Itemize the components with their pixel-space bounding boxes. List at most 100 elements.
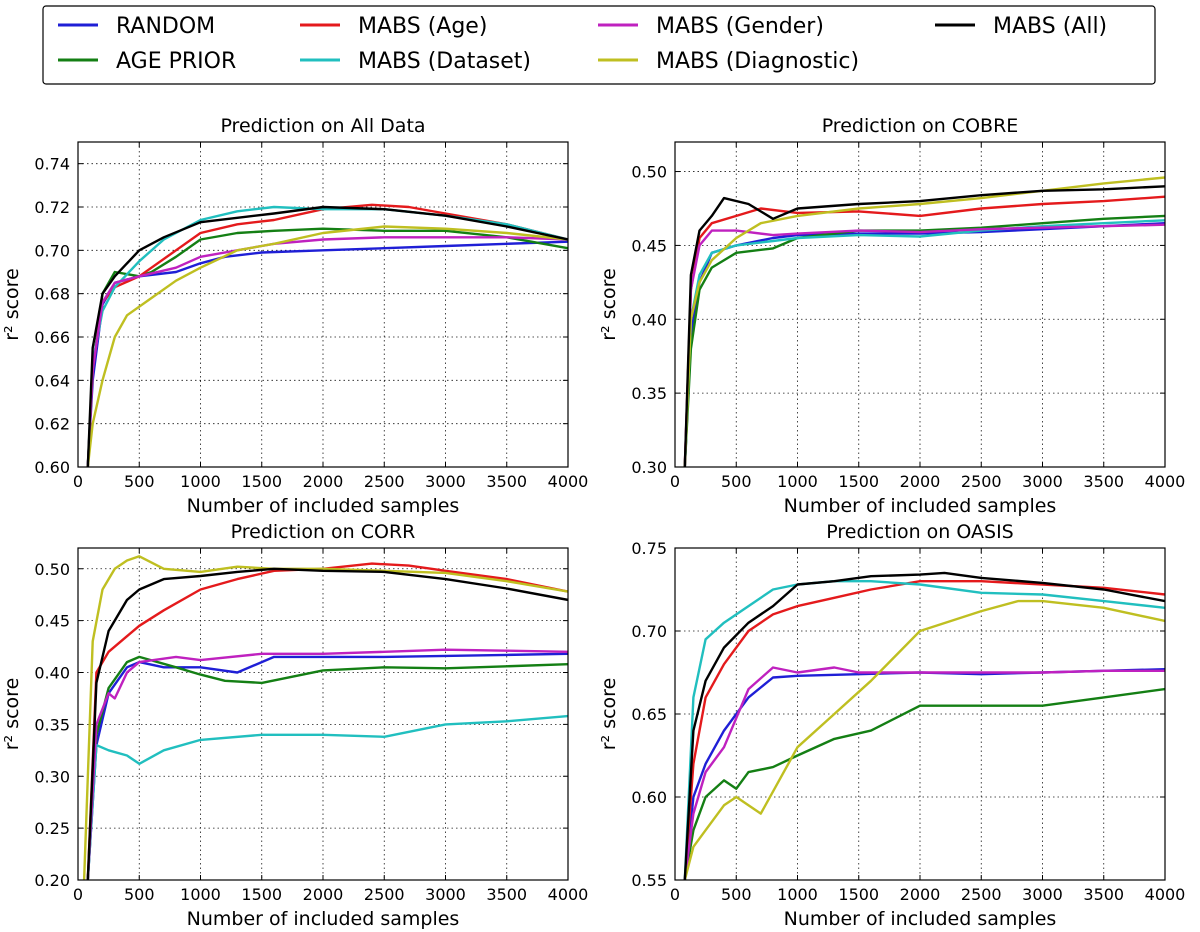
legend-entry-mabs-age: MABS (Age) xyxy=(300,14,487,39)
series-line-mabs-age xyxy=(683,580,1165,880)
series-line-mabs-gender xyxy=(683,666,1165,880)
panel-prediction-on-oasis: 0 500 1000 1500 2000 2500 3000 3500 4000 0.55 0.60… xyxy=(598,521,1185,930)
legend-entry-mabs-all: MABS (All) xyxy=(935,14,1107,39)
series-line-mabs-diagnostic xyxy=(82,555,568,880)
x-tick-label: 4000 xyxy=(548,885,589,904)
y-axis-label: r² score xyxy=(598,678,620,751)
panel-title: Prediction on OASIS xyxy=(826,521,1013,543)
y-tick-label: 0.66 xyxy=(34,328,70,347)
y-axis-label: r² score xyxy=(1,678,23,751)
y-axis-label: r² score xyxy=(1,268,23,341)
series-line-age-prior xyxy=(683,687,1165,880)
y-tick-label: 0.65 xyxy=(631,705,667,724)
panel-prediction-on-all-data: 0 500 1000 1500 2000 2500 3000 3500 4000 0.60 0.62… xyxy=(1,115,588,517)
x-tick-label: 2000 xyxy=(303,885,344,904)
y-tick-label: 0.60 xyxy=(34,458,70,477)
series-line-mabs-all xyxy=(683,185,1165,467)
series-group xyxy=(86,203,568,467)
y-tick-label: 0.50 xyxy=(631,163,667,182)
x-tick-label: 1000 xyxy=(180,472,221,491)
y-tick-label: 0.55 xyxy=(631,871,667,890)
series-line-mabs-all xyxy=(683,571,1165,880)
x-tick-label: 1000 xyxy=(180,885,221,904)
legend-label: RANDOM xyxy=(116,14,215,39)
y-tick-label: 0.50 xyxy=(34,560,70,579)
y-tick-label: 0.40 xyxy=(34,664,70,683)
x-tick-label: 1500 xyxy=(241,472,282,491)
panel-title: Prediction on All Data xyxy=(220,115,425,137)
series-line-mabs-all xyxy=(86,205,568,467)
legend-entry-mabs-dataset: MABS (Dataset) xyxy=(300,49,531,74)
series-line-mabs-gender xyxy=(86,236,568,467)
y-tick-label: 0.35 xyxy=(631,384,667,403)
series-line-mabs-dataset xyxy=(683,219,1165,467)
x-tick-label: 1500 xyxy=(838,885,879,904)
x-tick-label: 4000 xyxy=(1145,472,1186,491)
x-tick-label: 2500 xyxy=(364,472,405,491)
legend-entry-mabs-gender: MABS (Gender) xyxy=(598,14,824,39)
x-tick-label: 500 xyxy=(124,472,155,491)
plot-frame xyxy=(77,141,569,468)
x-tick-label: 2000 xyxy=(303,472,344,491)
x-tick-label: 3500 xyxy=(1083,885,1124,904)
series-line-age-prior xyxy=(86,655,568,880)
legend-entry-mabs-diagnostic: MABS (Diagnostic) xyxy=(598,49,859,74)
series-line-mabs-diagnostic xyxy=(683,599,1165,880)
series-line-mabs-gender xyxy=(683,223,1165,467)
series-line-random xyxy=(86,652,568,880)
y-tick-label: 0.70 xyxy=(631,622,667,641)
x-tick-label: 3000 xyxy=(425,885,466,904)
y-tick-label: 0.45 xyxy=(631,236,667,255)
series-line-age-prior xyxy=(86,227,568,467)
x-tick-label: 3000 xyxy=(1022,885,1063,904)
legend: RANDOM AGE PRIOR MABS (Age) MABS (Dataset) M… xyxy=(42,5,1156,85)
y-tick-label: 0.20 xyxy=(34,871,70,890)
y-tick-label: 0.62 xyxy=(34,415,70,434)
x-tick-label: 1500 xyxy=(241,885,282,904)
x-tick-label: 3500 xyxy=(486,472,527,491)
x-tick-label: 2500 xyxy=(364,885,405,904)
series-line-mabs-gender xyxy=(86,648,568,880)
series-line-mabs-diagnostic xyxy=(683,176,1165,467)
x-tick-label: 2500 xyxy=(961,472,1002,491)
legend-label: MABS (All) xyxy=(993,14,1107,39)
series-line-random xyxy=(86,240,568,467)
y-tick-label: 0.35 xyxy=(34,715,70,734)
series-line-age-prior xyxy=(683,214,1165,467)
x-axis-label: Number of included samples xyxy=(187,495,460,517)
x-axis-label: Number of included samples xyxy=(784,495,1057,517)
x-tick-label: 2000 xyxy=(900,472,941,491)
series-line-mabs-all xyxy=(86,567,568,880)
panel-prediction-on-cobre: 0 500 1000 1500 2000 2500 3000 3500 4000 0.30 0.35… xyxy=(598,115,1185,517)
series-group xyxy=(683,176,1165,467)
y-tick-label: 0.72 xyxy=(34,198,70,217)
panel-title: Prediction on CORR xyxy=(231,521,416,543)
legend-label: MABS (Gender) xyxy=(656,14,824,39)
x-tick-label: 0 xyxy=(73,885,83,904)
x-axis-label: Number of included samples xyxy=(187,908,460,930)
x-tick-label: 1000 xyxy=(777,472,818,491)
y-tick-label: 0.40 xyxy=(631,310,667,329)
series-line-random xyxy=(683,668,1165,880)
y-tick-label: 0.68 xyxy=(34,285,70,304)
x-tick-label: 500 xyxy=(721,472,752,491)
plot-frame xyxy=(77,547,569,881)
panel-title: Prediction on COBRE xyxy=(822,115,1019,137)
x-tick-label: 4000 xyxy=(548,472,589,491)
x-tick-label: 3000 xyxy=(1022,472,1063,491)
series-line-mabs-diagnostic xyxy=(86,225,568,467)
plot-frame xyxy=(674,547,1166,881)
x-tick-label: 0 xyxy=(670,885,680,904)
legend-label: MABS (Dataset) xyxy=(358,49,531,74)
x-tick-label: 0 xyxy=(670,472,680,491)
x-tick-label: 3500 xyxy=(1083,472,1124,491)
x-tick-label: 4000 xyxy=(1145,885,1186,904)
series-line-mabs-age xyxy=(683,195,1165,467)
x-tick-label: 2000 xyxy=(900,885,941,904)
legend-label: AGE PRIOR xyxy=(116,49,236,74)
y-tick-label: 0.25 xyxy=(34,819,70,838)
legend-entry-random: RANDOM xyxy=(58,14,215,39)
series-line-random xyxy=(683,221,1165,467)
x-tick-label: 500 xyxy=(721,885,752,904)
panel-prediction-on-corr: 0 500 1000 1500 2000 2500 3000 3500 4000 0.20 0.25… xyxy=(1,521,588,930)
